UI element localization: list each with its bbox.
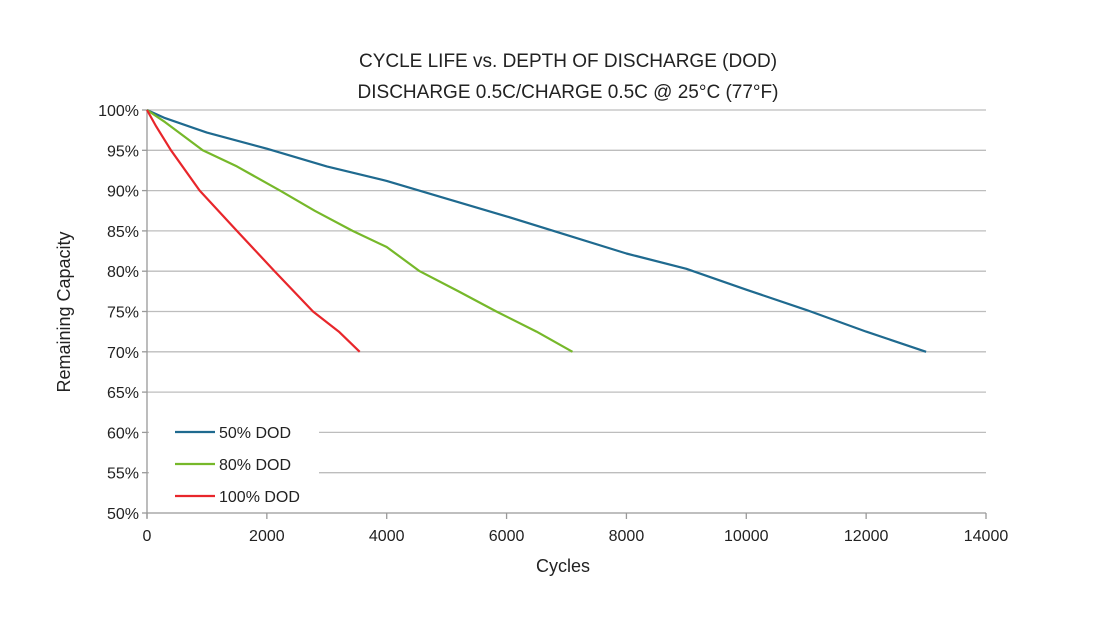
legend-label: 80% DOD <box>219 457 291 474</box>
axes <box>142 109 987 519</box>
y-tick-label: 80% <box>107 264 139 281</box>
chart-subtitle: DISCHARGE 0.5C/CHARGE 0.5C @ 25°C (77°F) <box>358 82 779 103</box>
x-tick-label: 12000 <box>844 528 889 545</box>
y-tick-label: 65% <box>107 385 139 402</box>
gridlines <box>147 109 986 474</box>
legend-background <box>149 415 319 510</box>
x-tick-label: 8000 <box>609 528 645 545</box>
series-line-100-dod <box>146 109 361 353</box>
y-tick-label: 85% <box>107 224 139 241</box>
series-line-50-dod <box>146 108 927 353</box>
y-tick-label: 100% <box>98 103 139 120</box>
y-tick-label: 55% <box>107 466 139 483</box>
y-tick-label: 70% <box>107 345 139 362</box>
tick-labels: 100% 95% 90% 85% 80% 75% 70% 65% 60% 55% 50%0 2000 4… <box>98 103 1008 545</box>
x-tick-label: 6000 <box>489 528 525 545</box>
x-tick-label: 10000 <box>724 528 769 545</box>
x-tick-label: 2000 <box>249 528 285 545</box>
x-tick-label: 4000 <box>369 528 405 545</box>
legend-label: 100% DOD <box>219 489 300 506</box>
y-tick-label: 50% <box>107 506 139 523</box>
y-tick-label: 95% <box>107 143 139 160</box>
y-tick-label: 75% <box>107 305 139 322</box>
x-axis-label: Cycles <box>536 556 590 576</box>
series-lines <box>146 108 927 353</box>
y-tick-label: 60% <box>107 425 139 442</box>
legend: 50% DOD 80% DOD 100% DOD <box>149 415 319 510</box>
y-tick-label: 90% <box>107 184 139 201</box>
y-axis-label: Remaining Capacity <box>54 231 74 392</box>
series-line-80-dod <box>146 109 574 353</box>
legend-label: 50% DOD <box>219 425 291 442</box>
chart-title: CYCLE LIFE vs. DEPTH OF DISCHARGE (DOD) <box>359 51 777 72</box>
x-tick-label: 0 <box>143 528 152 545</box>
x-tick-label: 14000 <box>964 528 1009 545</box>
